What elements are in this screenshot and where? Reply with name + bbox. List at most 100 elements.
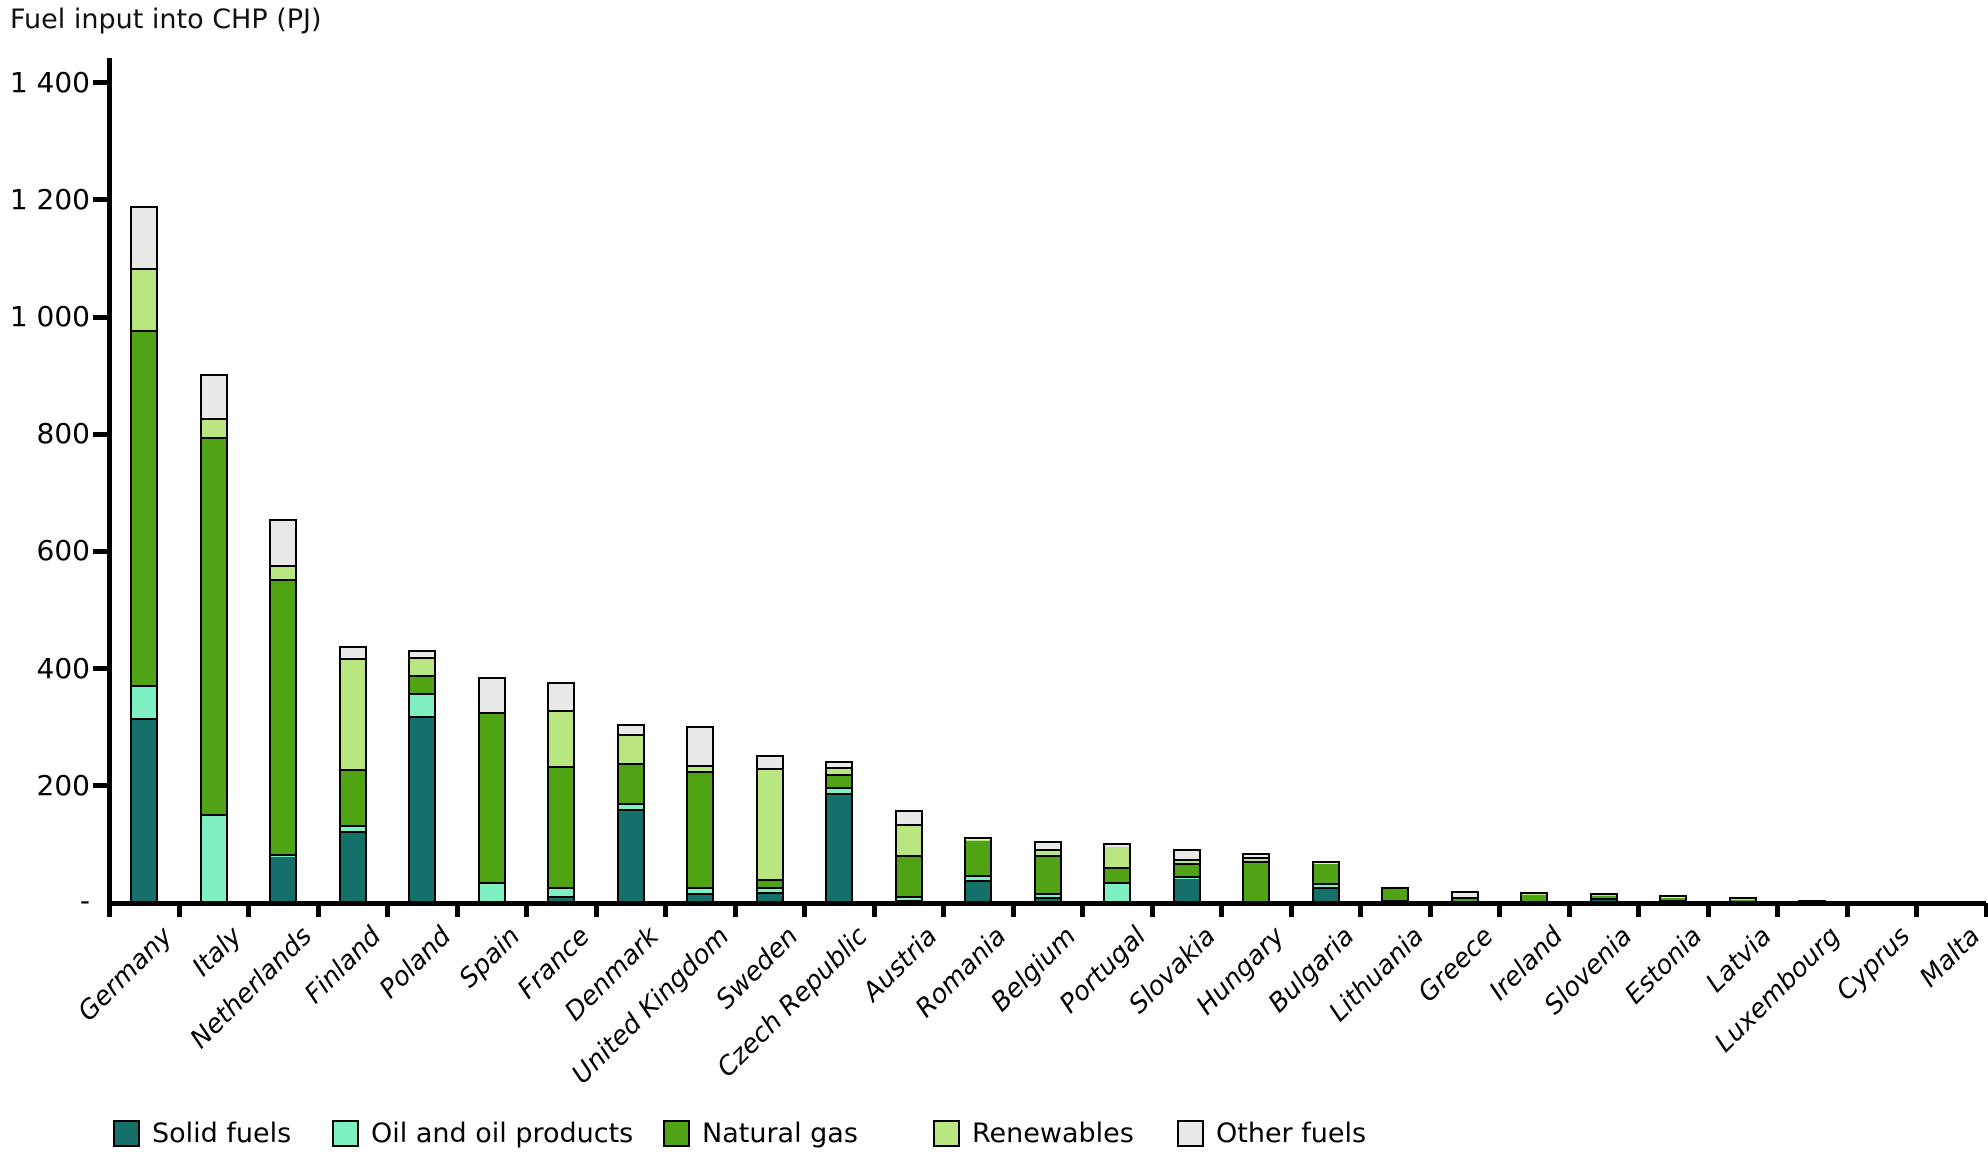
y-tick bbox=[93, 314, 109, 320]
bar-germany bbox=[130, 206, 159, 903]
bar-segment-renewables bbox=[132, 270, 157, 332]
legend-label: Oil and oil products bbox=[371, 1118, 634, 1149]
bar-segment-solid-fuels bbox=[549, 898, 574, 901]
x-label-luxembourg: Luxembourg bbox=[1709, 921, 1847, 1059]
bar-latvia bbox=[1728, 897, 1757, 903]
x-label-finland: Finland bbox=[299, 921, 388, 1010]
bar-segment-natural-gas bbox=[271, 581, 296, 856]
y-tick-label: 800 bbox=[36, 417, 90, 451]
bar-segment-natural-gas bbox=[618, 765, 643, 805]
bar-segment-oil-and-oil-products bbox=[271, 856, 296, 857]
bar-spain bbox=[477, 677, 506, 903]
legend-swatch-renewables bbox=[933, 1120, 960, 1147]
x-tick bbox=[1219, 903, 1224, 917]
chart-title: Fuel input into CHP (PJ) bbox=[10, 4, 322, 35]
bar-segment-natural-gas bbox=[896, 857, 921, 898]
x-label-germany: Germany bbox=[72, 921, 179, 1028]
bar-segment-oil-and-oil-products bbox=[1383, 902, 1407, 903]
bar-segment-renewables bbox=[757, 770, 782, 881]
x-tick bbox=[1010, 903, 1016, 917]
bar-denmark bbox=[616, 724, 645, 903]
x-tick bbox=[941, 903, 946, 917]
legend-item-natural-gas: Natural gas bbox=[663, 1118, 858, 1149]
bar-segment-other-fuels bbox=[966, 839, 991, 840]
bar-segment-renewables bbox=[1174, 861, 1199, 865]
bar-estonia bbox=[1659, 895, 1688, 903]
bar-segment-other-fuels bbox=[688, 728, 713, 767]
x-tick bbox=[454, 903, 460, 917]
x-tick bbox=[1497, 903, 1502, 917]
x-tick bbox=[1914, 903, 1919, 917]
bar-portugal bbox=[1103, 843, 1132, 903]
bar-segment-other-fuels bbox=[1035, 843, 1060, 851]
bar-segment-other-fuels bbox=[896, 812, 921, 826]
x-tick bbox=[1775, 903, 1780, 917]
bar-segment-renewables bbox=[1035, 851, 1060, 857]
bar-sweden bbox=[755, 755, 784, 903]
bar-segment-other-fuels bbox=[1452, 893, 1477, 899]
bar-segment-oil-and-oil-products bbox=[757, 889, 782, 894]
y-tick-label: 1 200 bbox=[9, 182, 90, 216]
x-tick bbox=[1566, 903, 1572, 917]
bar-czech-republic bbox=[825, 761, 854, 903]
bar-segment-natural-gas bbox=[1383, 889, 1408, 901]
bar-segment-natural-gas bbox=[340, 771, 365, 827]
bar-segment-renewables bbox=[896, 826, 921, 857]
y-tick bbox=[93, 666, 109, 672]
y-tick-label: 400 bbox=[36, 651, 90, 685]
bar-segment-oil-and-oil-products bbox=[1661, 902, 1685, 903]
y-tick bbox=[93, 548, 109, 554]
bar-segment-other-fuels bbox=[549, 684, 574, 712]
bar-segment-solid-fuels bbox=[1313, 889, 1338, 901]
x-tick bbox=[107, 903, 112, 917]
x-tick bbox=[1149, 903, 1155, 917]
bar-segment-other-fuels bbox=[827, 763, 852, 769]
x-tick bbox=[524, 903, 529, 917]
bar-segment-other-fuels bbox=[1105, 845, 1130, 847]
bar-ireland bbox=[1520, 892, 1549, 903]
legend-label: Other fuels bbox=[1216, 1118, 1367, 1149]
bar-segment-solid-fuels bbox=[757, 894, 782, 901]
x-label-italy: Italy bbox=[187, 921, 249, 983]
bar-segment-oil-and-oil-products bbox=[1035, 895, 1060, 899]
x-tick bbox=[593, 903, 599, 917]
bar-segment-natural-gas bbox=[1105, 869, 1130, 884]
legend-swatch-oil-and-oil-products bbox=[332, 1120, 359, 1147]
x-label-estonia: Estonia bbox=[1618, 921, 1708, 1011]
bar-segment-oil-and-oil-products bbox=[410, 695, 435, 718]
bar-romania bbox=[964, 837, 993, 903]
bar-segment-renewables bbox=[1244, 859, 1269, 863]
bar-segment-oil-and-oil-products bbox=[618, 805, 643, 811]
bar-segment-other-fuels bbox=[1174, 851, 1199, 861]
bar-austria bbox=[894, 810, 923, 903]
y-tick-label: 1 400 bbox=[9, 65, 90, 99]
bar-segment-natural-gas bbox=[479, 714, 504, 884]
bar-segment-natural-gas bbox=[1522, 895, 1547, 901]
y-tick bbox=[93, 783, 109, 789]
bar-finland bbox=[338, 646, 367, 903]
legend-label: Renewables bbox=[972, 1118, 1134, 1149]
bar-segment-renewables bbox=[1105, 847, 1130, 869]
bar-segment-natural-gas bbox=[132, 332, 157, 687]
bar-segment-renewables bbox=[1800, 902, 1824, 903]
x-tick bbox=[871, 903, 877, 917]
legend-label: Natural gas bbox=[702, 1118, 858, 1149]
bar-segment-solid-fuels bbox=[688, 895, 713, 901]
bar-segment-solid-fuels bbox=[410, 718, 435, 901]
legend-item-oil-and-oil-products: Oil and oil products bbox=[332, 1118, 633, 1149]
bar-poland bbox=[408, 650, 437, 903]
bar-segment-other-fuels bbox=[618, 726, 643, 736]
x-tick bbox=[663, 903, 668, 917]
y-tick-label: 1 000 bbox=[9, 300, 90, 333]
legend-item-solid-fuels: Solid fuels bbox=[113, 1118, 291, 1149]
y-tick bbox=[93, 431, 109, 437]
legend-label: Solid fuels bbox=[152, 1118, 292, 1149]
bar-segment-renewables bbox=[340, 660, 365, 771]
bar-segment-natural-gas bbox=[1313, 864, 1338, 885]
bar-segment-solid-fuels bbox=[271, 857, 296, 901]
bar-segment-oil-and-oil-products bbox=[549, 889, 574, 898]
bar-segment-solid-fuels bbox=[897, 902, 921, 903]
bar-segment-solid-fuels bbox=[340, 833, 365, 901]
x-label-greece: Greece bbox=[1412, 921, 1500, 1009]
